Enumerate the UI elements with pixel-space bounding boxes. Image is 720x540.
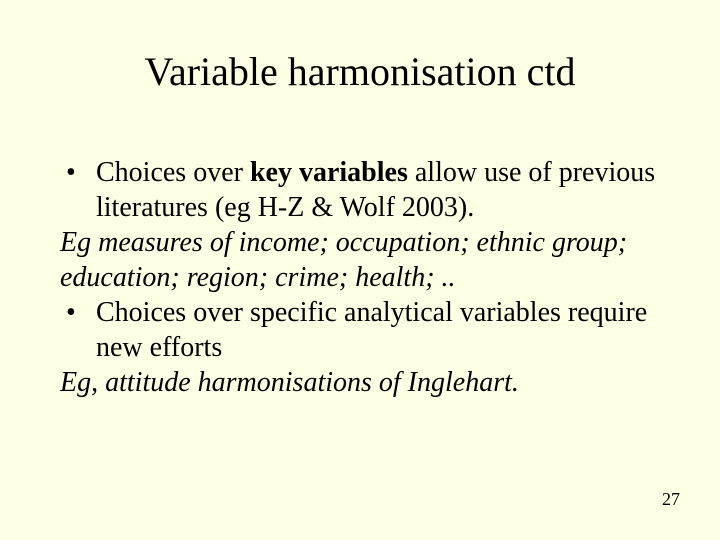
bullet-marker: • [60, 155, 96, 190]
example-line-2: Eg, attitude harmonisations of Inglehart… [60, 365, 670, 400]
example-line-1: Eg measures of income; occupation; ethni… [60, 225, 670, 295]
slide-body: • Choices over key variables allow use o… [0, 95, 720, 400]
bullet1-prefix: Choices over [96, 157, 250, 188]
slide-title: Variable harmonisation ctd [0, 0, 720, 95]
bullet-text-2: Choices over specific analytical variabl… [96, 295, 670, 365]
bullet-item-2: • Choices over specific analytical varia… [60, 295, 670, 365]
bullet1-bold: key variables [250, 157, 408, 188]
page-number: 27 [662, 489, 680, 510]
bullet-item-1: • Choices over key variables allow use o… [60, 155, 670, 225]
bullet-text-1: Choices over key variables allow use of … [96, 155, 670, 225]
bullet-marker: • [60, 295, 96, 330]
